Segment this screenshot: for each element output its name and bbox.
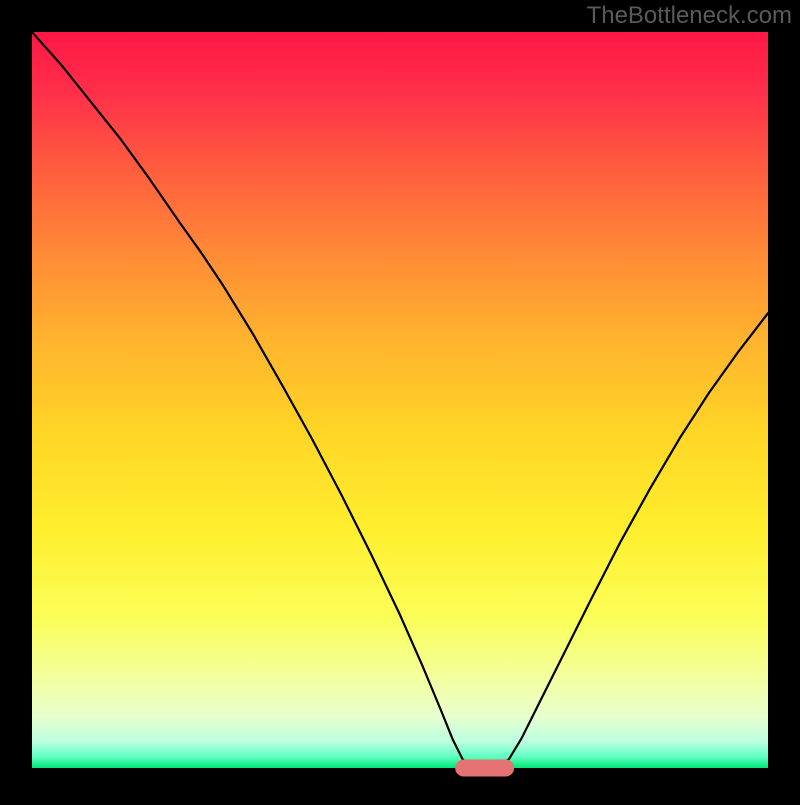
optimum-marker	[456, 760, 514, 776]
bottleneck-chart: TheBottleneck.com	[0, 0, 800, 800]
plot-background-gradient	[32, 32, 768, 768]
watermark-text: TheBottleneck.com	[587, 2, 792, 30]
chart-svg	[0, 0, 800, 800]
